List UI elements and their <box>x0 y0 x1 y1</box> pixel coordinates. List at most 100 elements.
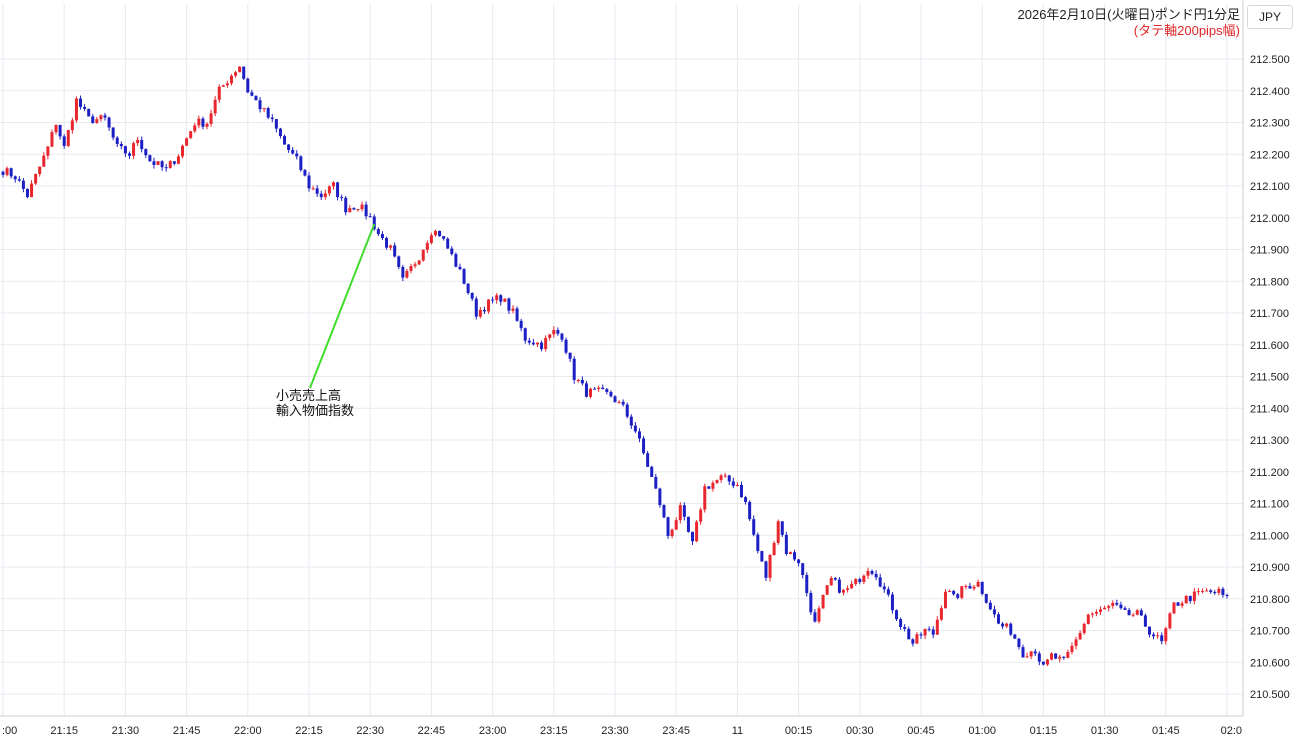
candle-down <box>62 136 66 146</box>
candle-down <box>878 577 882 587</box>
candle-up <box>5 168 9 175</box>
x-tick-label: 21:15 <box>50 725 78 737</box>
candle-up <box>1156 635 1160 637</box>
candle-up <box>923 628 927 636</box>
candle-up <box>413 264 417 267</box>
candle-up <box>1172 602 1176 614</box>
candle-down <box>1115 602 1119 605</box>
y-tick-label: 210.900 <box>1250 562 1290 574</box>
candle-down <box>466 283 470 294</box>
candle-up <box>772 542 776 556</box>
candle-down <box>625 404 629 417</box>
candle-up <box>1029 651 1033 657</box>
candle-down <box>988 602 992 610</box>
candle-down <box>899 619 903 627</box>
candle-down <box>17 179 21 181</box>
candle-up <box>935 619 939 635</box>
candle-up <box>703 486 707 510</box>
y-tick-label: 210.700 <box>1250 626 1290 638</box>
candle-down <box>911 639 915 644</box>
candle-up <box>38 166 42 175</box>
candle-down <box>1 171 5 175</box>
candle-down <box>352 208 356 210</box>
candle-up <box>132 143 136 156</box>
y-tick-label: 212.400 <box>1250 86 1290 98</box>
candle-down <box>376 229 380 235</box>
candle-down <box>727 475 731 482</box>
candle-up <box>817 608 821 622</box>
candle-up <box>821 594 825 609</box>
candle-down <box>299 156 303 171</box>
candle-down <box>613 396 617 403</box>
candle-down <box>368 216 372 218</box>
candle-down <box>148 155 152 162</box>
candle-down <box>1160 635 1164 642</box>
candle-down <box>519 320 523 329</box>
candle-down <box>462 269 466 284</box>
candle-down <box>858 579 862 582</box>
candle-down <box>886 589 890 595</box>
candle-down <box>172 161 176 164</box>
candle-down <box>748 501 752 520</box>
candle-down <box>344 197 348 213</box>
candle-up <box>217 86 221 100</box>
candle-down <box>9 168 13 177</box>
candle-down <box>1021 647 1025 658</box>
candle-down <box>907 628 911 640</box>
candle-down <box>438 230 442 237</box>
candle-down <box>1009 623 1013 635</box>
candle-up <box>1192 591 1196 601</box>
candle-up <box>1045 659 1049 665</box>
candle-up <box>1205 590 1209 592</box>
candle-up <box>225 83 229 86</box>
candle-up <box>205 123 209 127</box>
candle-up <box>495 295 499 301</box>
candle-up <box>915 634 919 644</box>
candle-up <box>30 183 34 198</box>
candle-down <box>246 78 250 93</box>
candle-up <box>841 589 845 593</box>
y-tick-label: 211.400 <box>1250 403 1289 415</box>
candle-down <box>1147 626 1151 635</box>
candle-down <box>805 575 809 594</box>
candle-down <box>107 117 111 128</box>
candle-down <box>833 577 837 580</box>
candle-down <box>152 161 156 165</box>
candle-up <box>674 520 678 530</box>
candle-down <box>633 425 637 432</box>
candle-down <box>21 180 25 189</box>
candle-up <box>854 579 858 584</box>
candle-up <box>939 608 943 620</box>
candle-down <box>274 119 278 129</box>
candle-down <box>895 610 899 620</box>
candle-up <box>1168 613 1172 629</box>
candle-down <box>797 559 801 564</box>
y-tick-label: 211.800 <box>1250 276 1289 288</box>
candle-up <box>487 299 491 312</box>
candle-down <box>1225 594 1229 596</box>
currency-button[interactable]: JPY <box>1247 5 1293 29</box>
chart-subtitle: (タテ軸200pips幅) <box>1133 23 1240 38</box>
candle-up <box>715 479 719 483</box>
candle-up <box>1090 613 1094 615</box>
candle-down <box>401 266 405 278</box>
annotation-line <box>309 223 376 389</box>
candle-down <box>201 118 205 127</box>
candle-up <box>181 145 185 157</box>
candle-down <box>531 342 535 345</box>
candle-down <box>801 563 805 576</box>
y-tick-label: 211.700 <box>1250 308 1289 320</box>
candle-up <box>311 188 315 190</box>
x-tick-label: 01:30 <box>1091 725 1119 737</box>
candle-up <box>723 475 727 477</box>
y-tick-label: 212.300 <box>1250 118 1290 130</box>
candle-down <box>454 254 458 267</box>
candle-down <box>119 143 123 147</box>
candle-up <box>948 591 952 593</box>
annotation-line-1: 小売売上高 <box>276 388 342 403</box>
candle-down <box>446 238 450 249</box>
candle-up <box>331 182 335 187</box>
candle-down <box>646 453 650 467</box>
